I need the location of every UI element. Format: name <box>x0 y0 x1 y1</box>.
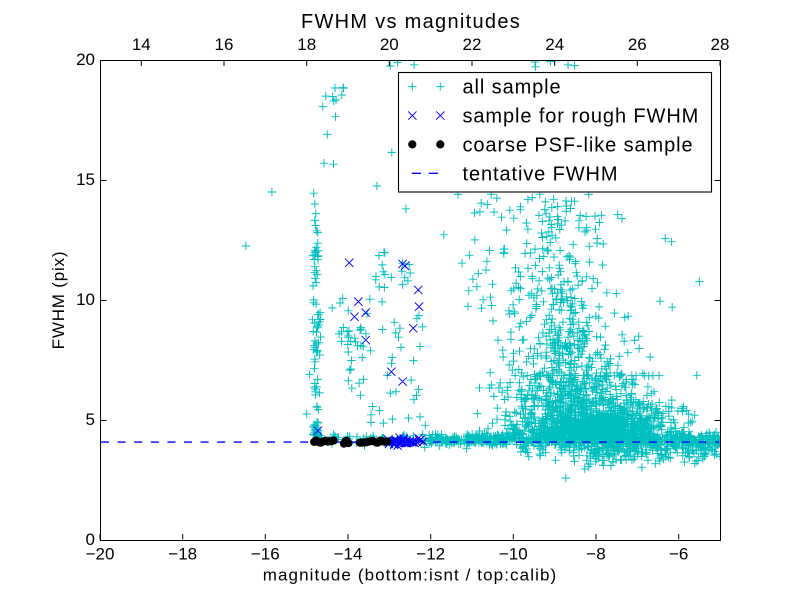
svg-text:−16: −16 <box>251 545 280 564</box>
svg-text:10: 10 <box>76 290 95 309</box>
svg-text:magnitude (bottom:isnt / top:c: magnitude (bottom:isnt / top:calib) <box>263 566 558 585</box>
svg-text:−20: −20 <box>86 545 115 564</box>
svg-text:FWHM (pix): FWHM (pix) <box>49 251 68 350</box>
svg-text:5: 5 <box>86 410 95 429</box>
svg-text:24: 24 <box>545 35 564 54</box>
svg-text:0: 0 <box>86 530 95 549</box>
svg-text:20: 20 <box>380 35 399 54</box>
svg-text:−12: −12 <box>416 545 445 564</box>
svg-text:15: 15 <box>76 170 95 189</box>
svg-text:−6: −6 <box>669 545 688 564</box>
svg-text:26: 26 <box>628 35 647 54</box>
svg-text:−14: −14 <box>334 545 363 564</box>
svg-text:28: 28 <box>711 35 730 54</box>
svg-text:−18: −18 <box>168 545 197 564</box>
svg-text:tentative FWHM: tentative FWHM <box>463 163 619 185</box>
svg-text:14: 14 <box>132 35 151 54</box>
svg-text:16: 16 <box>215 35 234 54</box>
svg-text:22: 22 <box>463 35 482 54</box>
svg-text:coarse PSF-like sample: coarse PSF-like sample <box>463 135 694 157</box>
svg-text:FWHM vs magnitudes: FWHM vs magnitudes <box>301 11 521 33</box>
svg-text:all sample: all sample <box>463 77 562 99</box>
svg-text:20: 20 <box>76 50 95 69</box>
svg-text:18: 18 <box>297 35 316 54</box>
svg-text:sample for rough FWHM: sample for rough FWHM <box>463 106 700 128</box>
svg-text:−8: −8 <box>586 545 605 564</box>
svg-text:−10: −10 <box>499 545 528 564</box>
